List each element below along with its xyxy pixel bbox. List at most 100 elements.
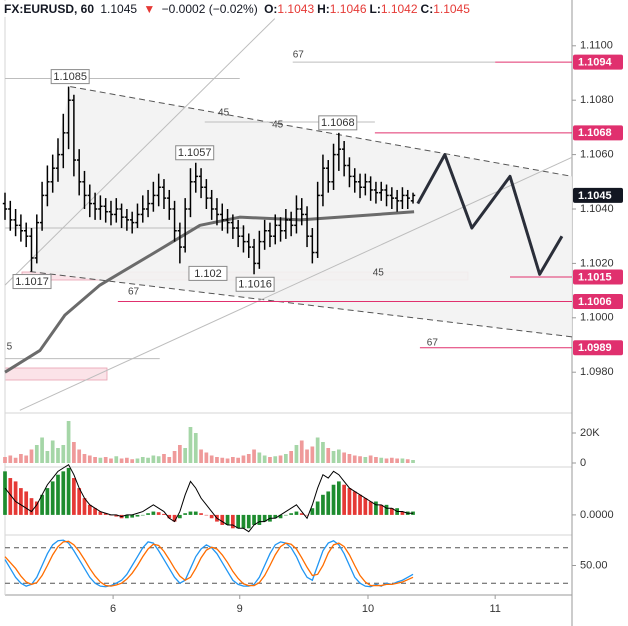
histogram-bar [347,488,352,515]
volume-bar [156,456,161,463]
arrow: ▼ [143,2,156,16]
volume-bar [278,455,283,463]
volume-bar [262,455,267,463]
histogram-bar [305,514,309,516]
histogram-bar [352,491,357,515]
volume-bar [87,455,92,463]
histogram-bar [172,514,177,522]
volume-bar [363,457,368,463]
volume-bar [66,421,71,463]
y-tick-label: 50.00 [580,559,608,571]
histogram-bar [66,468,71,515]
volume-bar [215,457,219,463]
histogram-bar [156,512,161,515]
volume-bar [400,458,405,463]
volume-bar [151,455,156,463]
volume-bar [289,451,294,463]
histogram-bar [252,514,256,525]
histogram-bar [374,501,378,515]
histogram-bar [246,514,251,529]
volume-bar [130,459,135,463]
histogram-bar [93,508,97,515]
histogram-bar [368,501,373,515]
price-label: 1.1017 [12,274,52,290]
y-tick-label: 0.0000 [580,509,614,521]
volume-bar [19,454,23,463]
histogram-bar [45,488,50,515]
histogram-bar [257,514,262,525]
volume-bar [257,452,262,463]
volume-bar [162,454,166,463]
symbol: FX:EURUSD, 60 [4,2,95,16]
volume-bar [188,427,193,463]
volume-bar [405,459,410,463]
y-tick-label: 20K [580,427,600,439]
x-tick-label: 10 [362,603,374,615]
histogram-bar [299,513,304,515]
volume-bar [395,458,399,463]
volume-bar [13,457,18,463]
annotation: 5 [7,342,13,353]
price-label-box [12,274,52,290]
price-label-box [318,115,358,131]
volume-bar [3,457,7,463]
volume-bar [119,458,124,463]
volume-bar [374,457,378,463]
histogram-bar [188,511,193,515]
line-series [4,540,414,587]
volume-bar [411,460,415,463]
volume-bar [368,455,373,463]
price-scale-label: 1.1094 [573,54,623,70]
histogram-bar [358,494,362,515]
volume-bar [352,455,357,463]
histogram-bar [209,514,214,519]
histogram-bar [167,514,172,519]
y-tick-label: 1.1040 [580,203,614,215]
histogram-bar [103,513,108,515]
histogram-bar [140,514,145,516]
volume-bar [178,445,182,463]
price-label-box [175,145,215,161]
price: 1.1045 [100,2,138,16]
price-label-text: 1.1016 [238,279,272,291]
header: FX:EURUSD, 60 1.1045 ▼ −0.0002 (−0.02%) … [4,1,479,17]
price-label: 1.1068 [318,115,358,131]
x-tick-label: 9 [237,603,243,615]
histogram-bar [326,491,331,515]
volume-bar [109,458,113,463]
volume-bar [231,457,235,463]
y-tick-label: 1.0980 [580,366,614,378]
volume-bar [294,445,299,463]
price-scale-label-box [573,269,623,285]
y-tick-label: 1.1100 [580,40,613,52]
histogram-bar [336,481,341,515]
histogram-bar [204,514,209,516]
volume-bar [193,433,198,463]
volume-bar [50,440,55,463]
histogram-bar [19,488,23,515]
histogram-bar [72,478,76,515]
histogram-bar [162,513,166,515]
price-scale-label-box [573,340,623,356]
histogram-bar [241,514,246,529]
histogram-bar [135,514,140,517]
volume-bar [225,458,230,463]
volume-bar [29,449,34,463]
price-label-box [50,69,90,85]
volume-bar [172,451,177,463]
ohlc-fields: O:1.1043 H:1.1046 L:1.1042 C:1.1045 [264,2,473,16]
histogram-bar [283,514,288,516]
price-label-text: 1.1057 [178,147,212,159]
histogram-bar [363,498,368,515]
price-label: 1.1085 [50,69,90,85]
histogram-bar [225,514,230,525]
volume-bar [342,452,346,463]
price-scale-label-text: 1.1068 [578,127,612,139]
volume-bar [283,454,288,463]
trend-line [29,271,573,338]
histogram-bar [130,514,135,518]
annotation: 67 [128,287,140,298]
histogram-bar [61,471,66,515]
change: −0.0002 (−0.02%) [161,2,258,16]
